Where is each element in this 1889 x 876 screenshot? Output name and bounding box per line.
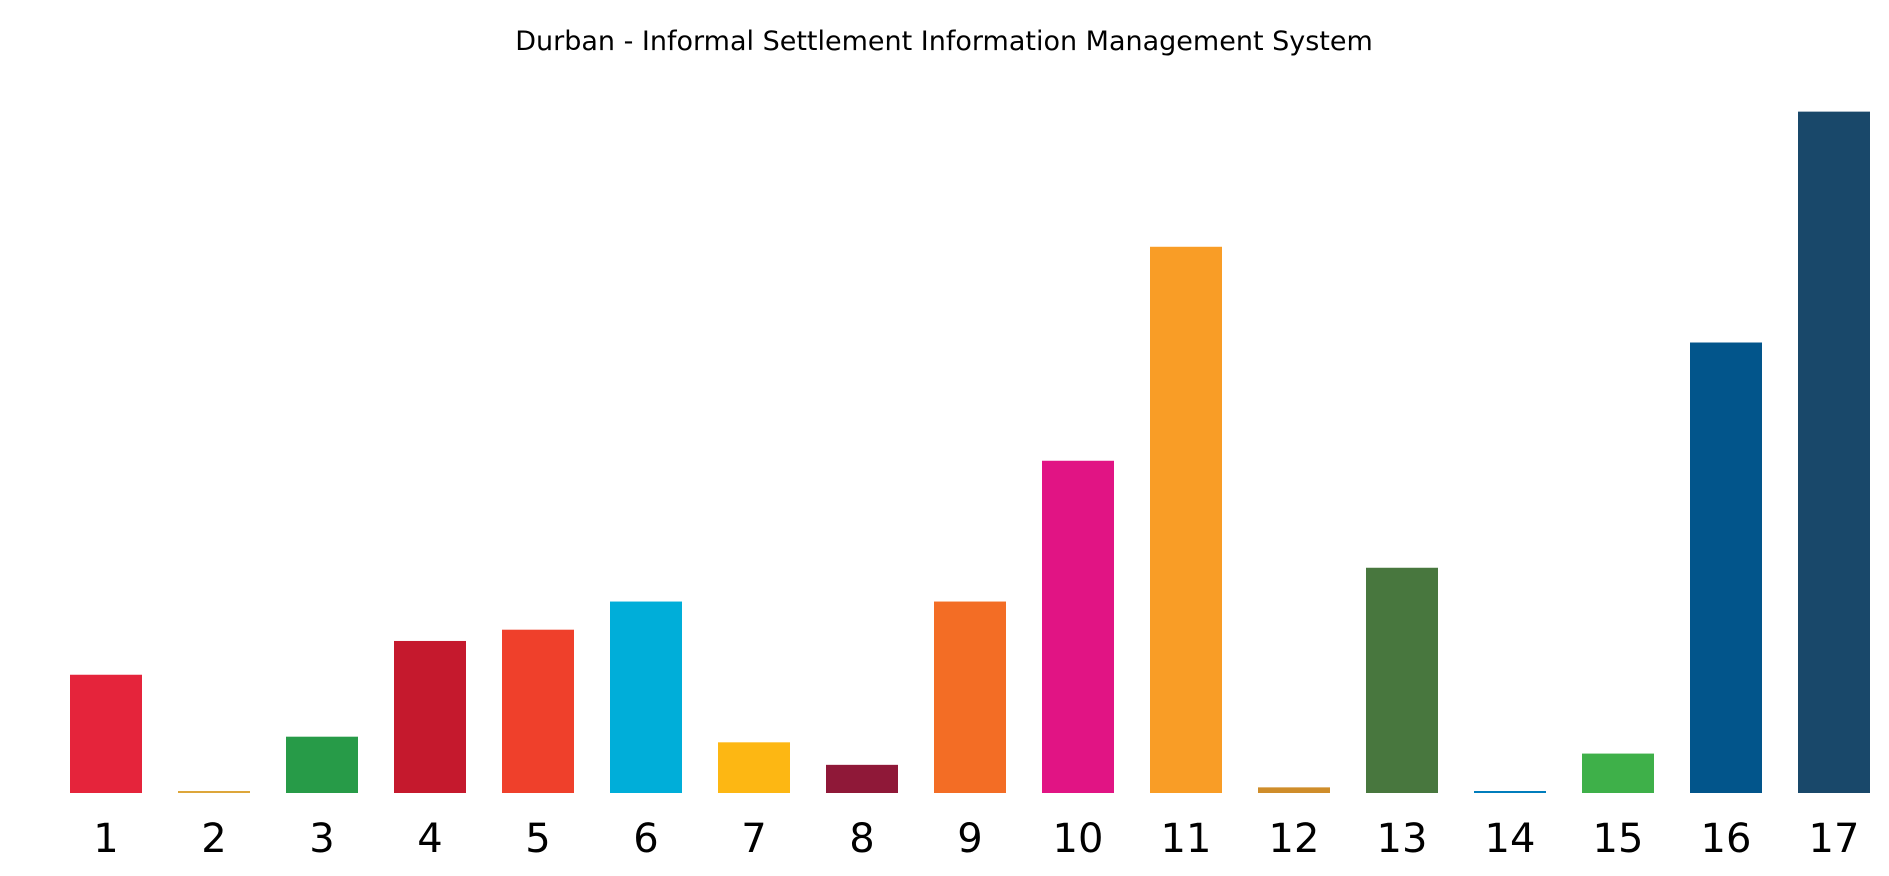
x-tick-label-15: 15: [1593, 816, 1644, 862]
x-tick-label-2: 2: [201, 816, 226, 862]
x-tick-label-3: 3: [309, 816, 334, 862]
bar-13: [1366, 567, 1438, 793]
bar-6: [610, 601, 682, 793]
x-tick-label-17: 17: [1809, 816, 1860, 862]
x-tick-label-13: 13: [1377, 816, 1428, 862]
x-tick-label-11: 11: [1161, 816, 1212, 862]
bar-1: [70, 674, 142, 793]
bar-7: [718, 742, 790, 793]
bar-10: [1042, 460, 1114, 793]
bar-2: [178, 791, 250, 793]
chart-title: Durban - Informal Settlement Information…: [515, 26, 1373, 57]
x-tick-label-10: 10: [1053, 816, 1104, 862]
bar-4: [394, 640, 466, 793]
bar-14: [1474, 791, 1546, 793]
x-tick-label-4: 4: [417, 816, 442, 862]
bar-15: [1582, 753, 1654, 793]
bar-17: [1798, 111, 1870, 793]
bar-3: [286, 736, 358, 793]
bar-9: [934, 601, 1006, 793]
x-tick-label-12: 12: [1269, 816, 1320, 862]
bar-12: [1258, 787, 1330, 793]
x-tick-label-5: 5: [525, 816, 550, 862]
bar-5: [502, 629, 574, 793]
x-tick-label-1: 1: [93, 816, 118, 862]
x-tick-label-6: 6: [633, 816, 658, 862]
bar-16: [1690, 342, 1762, 793]
x-tick-labels: 1 2 3 4 5 6 7 8 9 10 11 12 13 14 15 16 17: [93, 816, 1859, 862]
bars-group: [70, 111, 1870, 793]
x-tick-label-8: 8: [849, 816, 874, 862]
x-tick-label-16: 16: [1701, 816, 1752, 862]
x-tick-label-7: 7: [741, 816, 766, 862]
x-tick-label-9: 9: [957, 816, 982, 862]
x-tick-label-14: 14: [1485, 816, 1536, 862]
bar-11: [1150, 246, 1222, 793]
bar-8: [826, 764, 898, 793]
